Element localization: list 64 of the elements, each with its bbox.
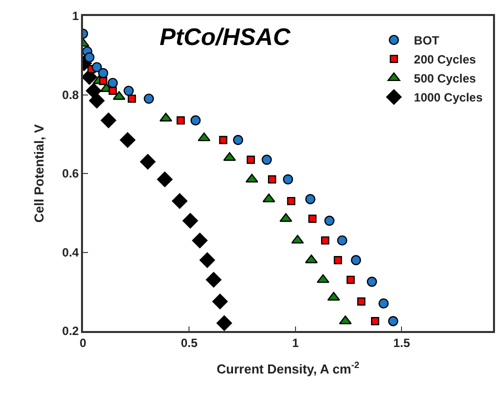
x-tick-label: 0 <box>80 336 87 350</box>
point <box>282 174 294 185</box>
x-tick-label: 1.5 <box>393 336 410 350</box>
point <box>100 112 116 128</box>
point <box>192 232 208 248</box>
point <box>198 132 210 142</box>
y-tick-label: 0.4 <box>62 245 80 260</box>
point <box>246 156 255 164</box>
point <box>216 315 232 331</box>
point <box>144 94 154 104</box>
point <box>157 172 173 188</box>
legend-label: BOT <box>414 34 440 48</box>
point <box>84 52 94 62</box>
point <box>176 116 185 124</box>
point <box>246 174 258 183</box>
x-axis-title: Current Density, A cm$^{-2}$ <box>216 360 360 376</box>
point <box>291 234 304 244</box>
point <box>206 272 222 288</box>
point <box>371 317 380 326</box>
point <box>172 193 188 209</box>
point <box>327 292 340 301</box>
point <box>182 213 198 228</box>
point <box>378 298 389 309</box>
point <box>357 297 366 306</box>
point <box>262 193 276 202</box>
y-tick-label: 0.6 <box>62 166 80 181</box>
legend-label: 1000 Cycles <box>414 90 483 105</box>
point <box>140 154 156 170</box>
point <box>366 276 378 287</box>
legend-label: 500 Cycles <box>414 72 476 86</box>
point <box>350 255 362 266</box>
point <box>219 136 228 144</box>
point <box>324 216 335 226</box>
point <box>108 78 118 88</box>
y-tick-label: 0.2 <box>62 324 80 338</box>
point <box>92 62 102 72</box>
point <box>262 154 272 165</box>
y-tick-label: 0.8 <box>62 88 80 102</box>
point <box>337 235 348 246</box>
x-tick-label: 0.5 <box>180 336 198 350</box>
point <box>120 132 136 148</box>
point <box>268 175 276 184</box>
point <box>321 236 330 245</box>
point <box>308 214 317 223</box>
point <box>89 92 105 108</box>
point <box>232 134 244 146</box>
point <box>287 196 296 206</box>
point <box>212 294 228 310</box>
point <box>99 76 108 86</box>
point <box>108 86 117 95</box>
y-tick-label: 1 <box>72 9 80 24</box>
point <box>200 252 216 268</box>
point <box>334 256 342 264</box>
point <box>305 194 316 204</box>
legend-label: 200 Cycles <box>414 52 476 67</box>
x-tick-label: 1 <box>292 336 300 350</box>
point <box>388 316 398 326</box>
point <box>128 94 136 103</box>
y-axis-title: Cell Potential, V <box>32 124 47 223</box>
chart-title: PtCo/HSAC <box>160 24 292 51</box>
point <box>346 276 355 284</box>
point <box>98 68 108 78</box>
point <box>124 86 134 96</box>
point <box>190 115 201 126</box>
